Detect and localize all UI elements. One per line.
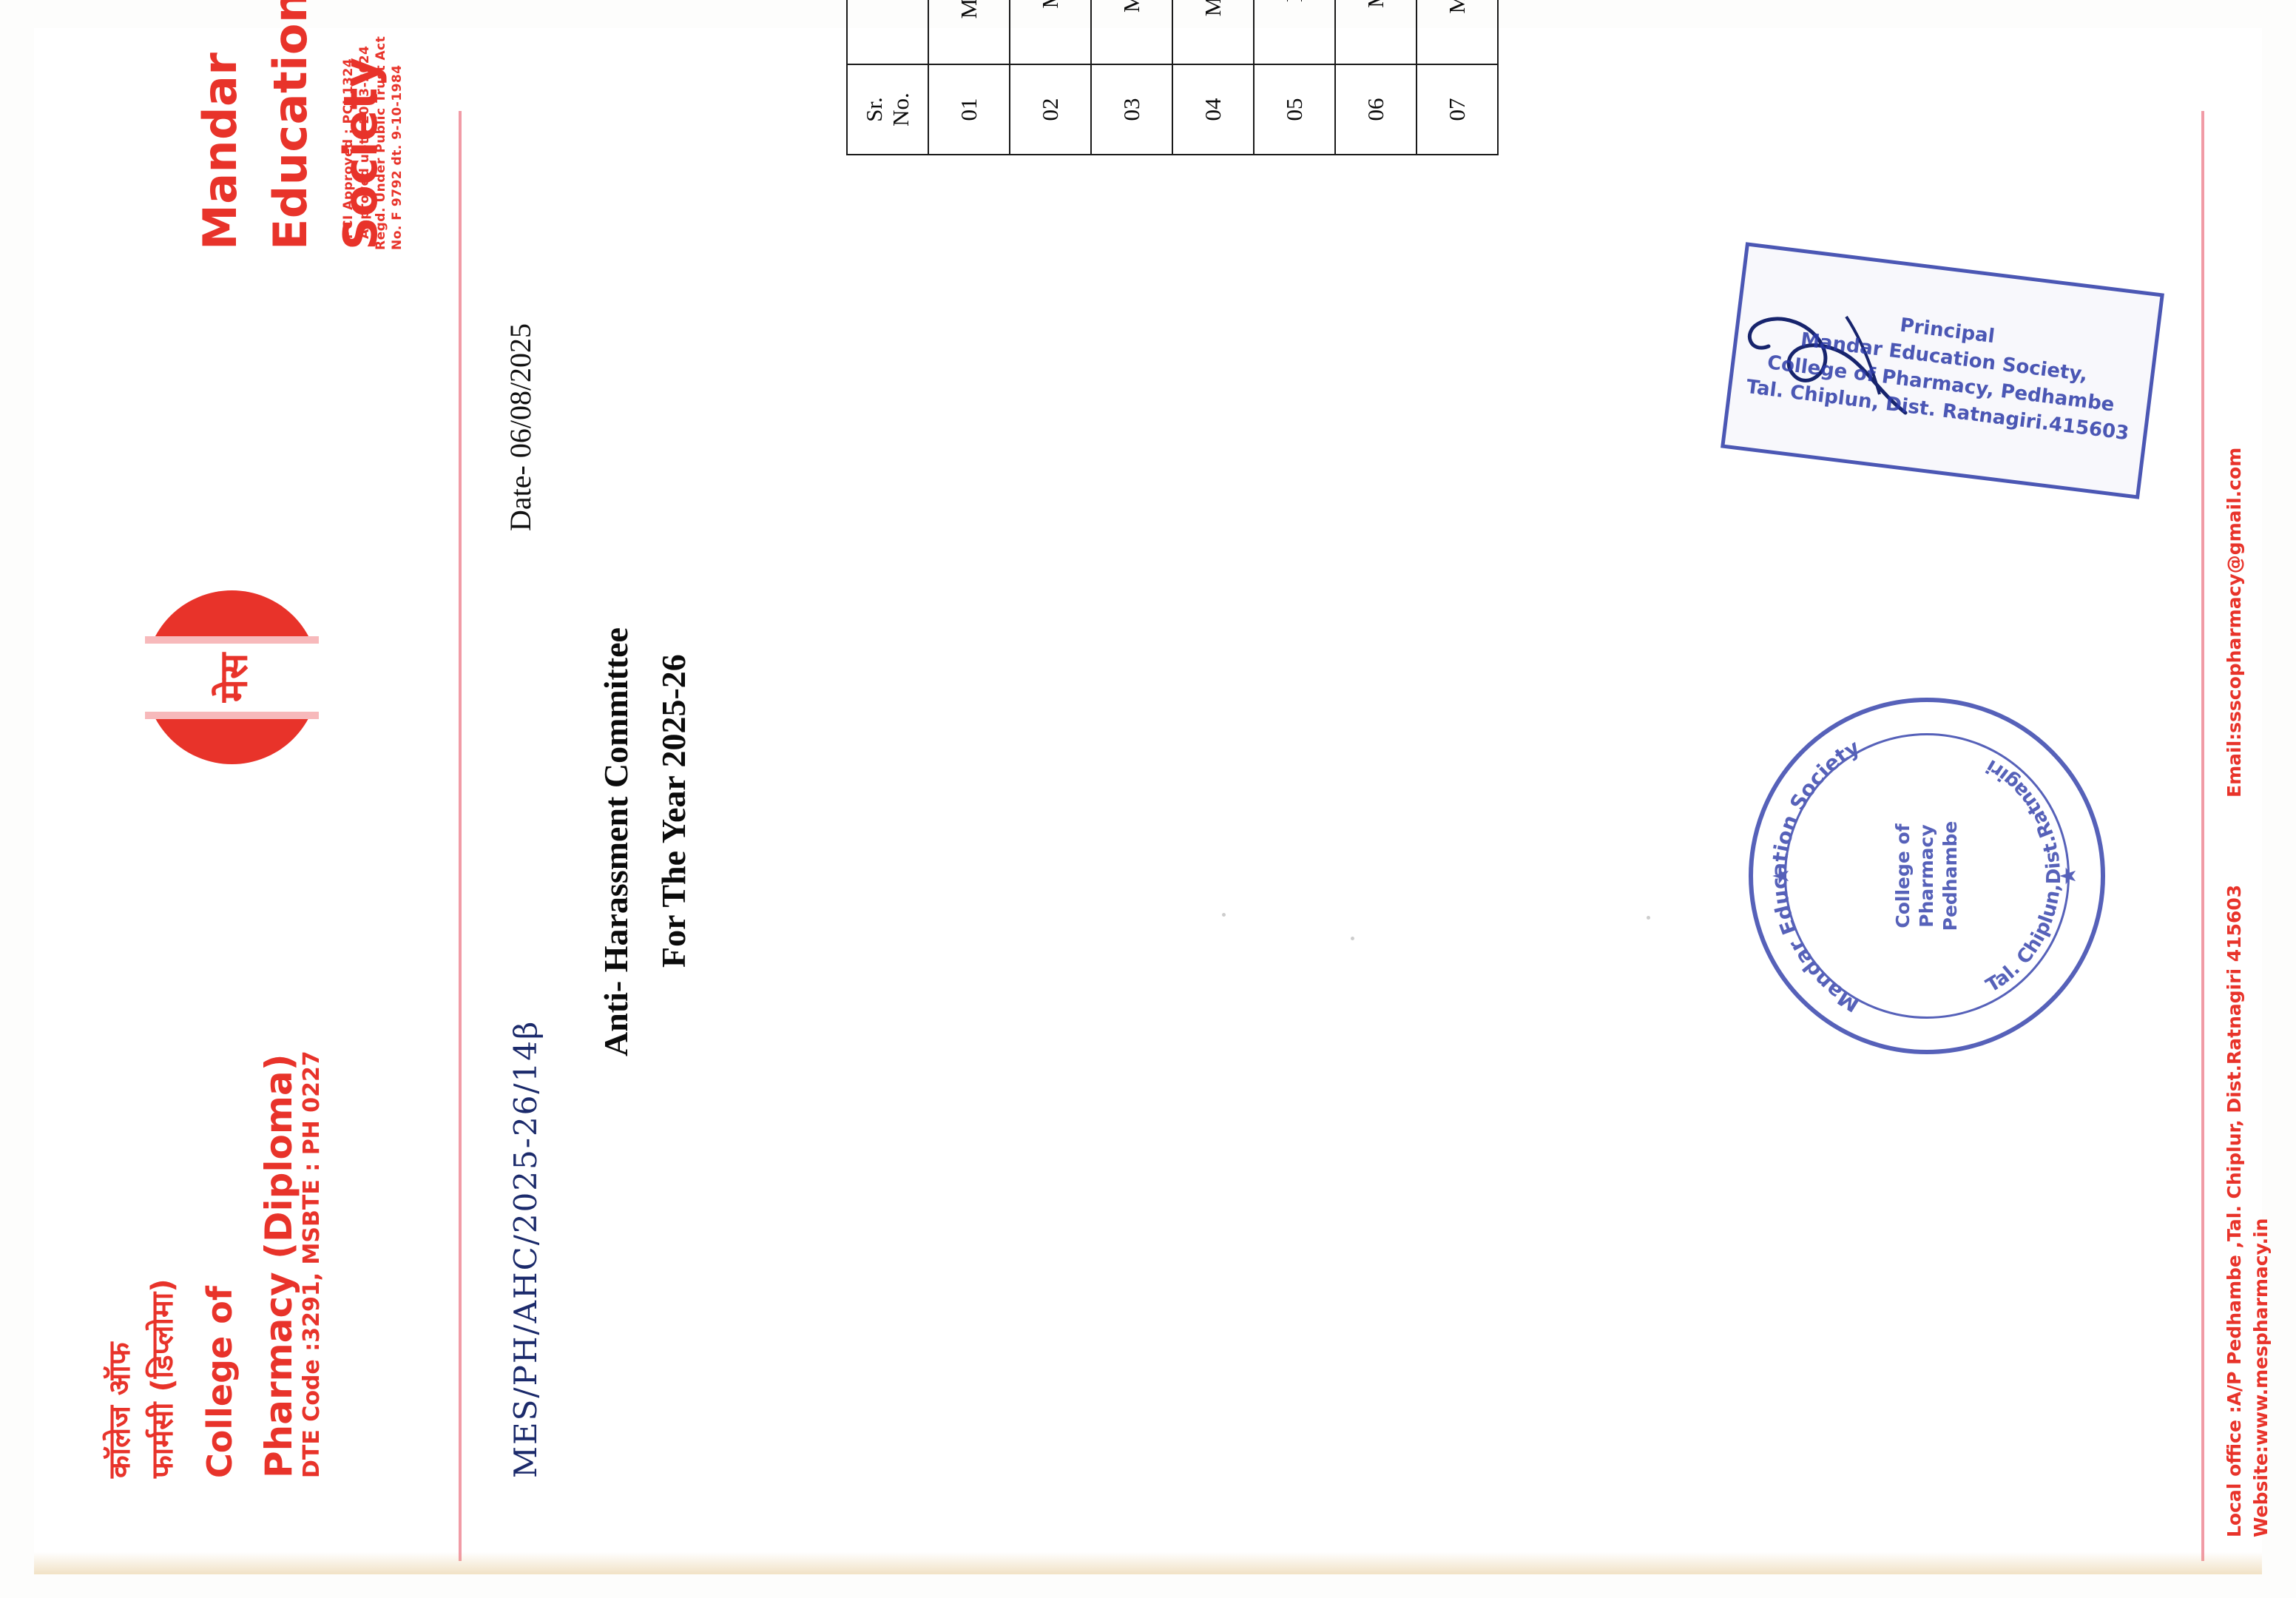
table-cell-nm: Mr. Ghone V.V	[1091, 0, 1172, 64]
table-cell-sr: 03	[1091, 64, 1172, 155]
regd-line-1: Regd. Under Public Trust Act	[374, 36, 388, 250]
table-cell-sr: 01	[928, 64, 1010, 155]
table-cell-sr: 05	[1254, 64, 1335, 155]
page-edge-shadow	[34, 1552, 2262, 1574]
society-name-line2: Education	[263, 0, 317, 250]
table-cell-nm: Mr. Rangate C.S	[928, 0, 1010, 64]
footer-website: Website:www.mespharmacy.in	[2250, 1218, 2272, 1537]
college-name-marathi-line1: कॉलेज ऑफ	[103, 1342, 137, 1478]
principal-signature	[1747, 315, 1908, 415]
table-cell-sr: 07	[1417, 64, 1498, 155]
table-cell-nm: Mr. Rahate S.A	[1417, 0, 1498, 64]
logo-devanagari-text: मेस	[212, 653, 256, 703]
principal-stamp-text: Principal Mandar Education Society, Coll…	[1745, 294, 2140, 447]
svg-text:★: ★	[2056, 866, 2081, 886]
regd-line-2: No. F 9792 dt. 9-10-1984	[390, 64, 405, 250]
table-header-sr: Sr. No.	[847, 64, 928, 155]
round-stamp-center-line3: Pedhambe	[1939, 820, 1961, 931]
round-stamp-center-line2: Pharmacy	[1916, 824, 1937, 928]
table-cell-nm: Ms. Patil S.S	[1254, 0, 1335, 64]
table-row: 04Ms. Kadam V.VMembervaishanavikdam019@g…	[1172, 0, 1254, 155]
principal-rubber-stamp: Principal Mandar Education Society, Coll…	[1721, 242, 2164, 499]
scan-speck	[1647, 916, 1650, 920]
svg-text:Tal. Chiplun,Dist.Ratnagiri: Tal. Chiplun,Dist.Ratnagiri	[1982, 755, 2065, 997]
approval-line-2: Approved upto 2023-2024	[357, 45, 372, 239]
scan-speck	[1222, 913, 1226, 917]
committee-table-body: Sr.No.NameDesignationEmail IDMobile No.0…	[847, 0, 1498, 155]
table-header-row: Sr.No.NameDesignationEmail IDMobile No.	[847, 0, 928, 155]
date-label: Date-	[504, 465, 537, 531]
table-cell-sr: 02	[1010, 64, 1091, 155]
college-name-marathi-line2: फार्मसी (डिप्लोमा)	[146, 1278, 180, 1478]
scan-speck	[1351, 937, 1354, 940]
college-of-label: College of	[200, 1286, 240, 1478]
committee-table-wrapper: Sr.No.NameDesignationEmail IDMobile No.0…	[846, 0, 1499, 155]
page-subtitle: For The Year 2025-26	[655, 654, 692, 968]
college-round-stamp: Mandar Education Society Tal. Chiplun,Di…	[1749, 698, 2105, 1054]
society-name-line1: Mandar	[193, 52, 247, 250]
college-program: Pharmacy (Diploma)	[257, 1053, 300, 1478]
page-title: Anti- Harassment Committee	[597, 627, 635, 1056]
committee-table: Sr.No.NameDesignationEmail IDMobile No.0…	[846, 0, 1499, 155]
table-row: 05Ms. Patil S.SMembershraddhapatil972@gm…	[1254, 0, 1335, 155]
table-cell-nm: Ms. Khot V.B.	[1010, 0, 1091, 64]
logo-band-lower	[145, 712, 319, 719]
table-cell-sr: 04	[1172, 64, 1254, 155]
table-cell-nm: Ms. Rane A.U	[1335, 0, 1417, 64]
document-date: Date- 06/08/2025	[503, 323, 538, 531]
table-cell-nm: Ms. Kadam V.V	[1172, 0, 1254, 64]
table-header-nm: Name	[847, 0, 928, 64]
logo-band-upper	[145, 636, 319, 644]
document-page: Mandar Education Society Regd. Under Pub…	[34, 0, 2272, 1574]
round-stamp-arc-text: Mandar Education Society Tal. Chiplun,Di…	[1767, 735, 2081, 1017]
round-stamp-center-line1: College of	[1892, 823, 1914, 928]
round-stamp-center-text: College of Pharmacy Pedhambe	[1891, 821, 1962, 931]
table-row: 07Mr. Rahate S.ABoy's StudentRepresentat…	[1417, 0, 1498, 155]
date-value: 06/08/2025	[504, 323, 537, 459]
letterhead-rule-right	[2201, 111, 2204, 1561]
footer-email: Email:ssscopharmacy@gmail.com	[2224, 447, 2245, 798]
svg-text:★: ★	[1769, 866, 1794, 886]
table-row: 02Ms. Khot V.B.Membervbkhot.tkcp@gmail.c…	[1010, 0, 1091, 155]
table-row: 03Mr. Ghone V.VMembervikramghone@gmail.c…	[1091, 0, 1172, 155]
reference-number: MES/PH/AHC/2025-26/14β	[507, 1019, 544, 1478]
approval-line-1: PCI Approved : PCI 1324	[341, 58, 356, 239]
college-codes: DTE Code :3291, MSBTE : PH 0227	[299, 1051, 325, 1478]
footer-local-office: Local office :A/P Pedhambe ,Tal. Chiplur…	[2224, 884, 2245, 1537]
table-cell-sr: 06	[1335, 64, 1417, 155]
letterhead-rule-left	[459, 111, 462, 1561]
society-logo: मेस	[145, 590, 319, 764]
table-row: 06Ms. Rane A.UGirl's StudentRepresentati…	[1335, 0, 1417, 155]
table-row: 01Mr. Rangate C.SChairmancsrangate@gmail…	[928, 0, 1010, 155]
